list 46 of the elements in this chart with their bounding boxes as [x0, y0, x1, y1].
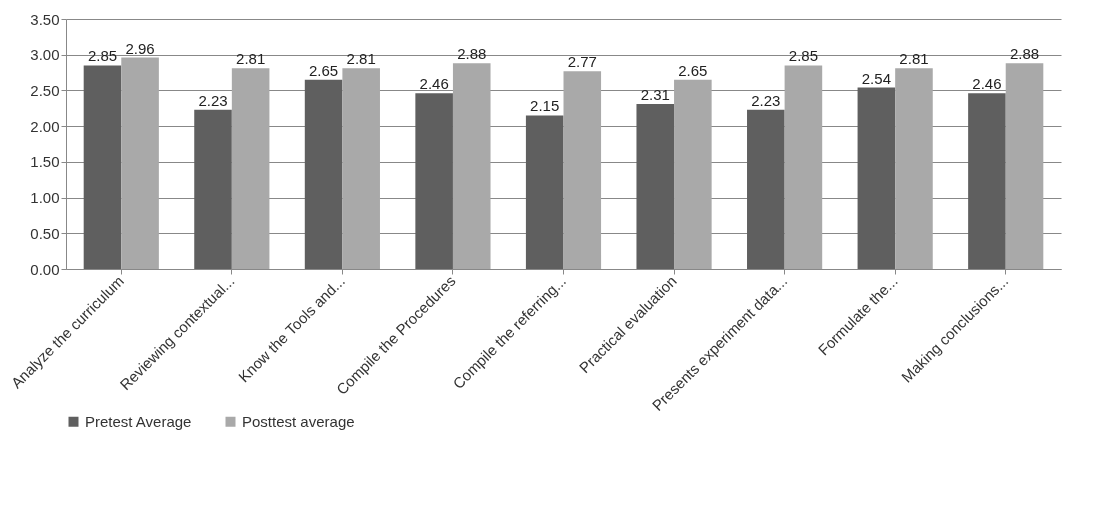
bar	[747, 109, 785, 269]
y-tick-label: 0.00	[30, 260, 60, 278]
legend-label: Pretest Average	[85, 412, 192, 430]
bar	[784, 65, 823, 269]
bar	[636, 104, 675, 269]
bar	[1005, 63, 1044, 269]
data-label: 2.46	[419, 75, 449, 93]
y-tick-label: 2.00	[30, 117, 60, 135]
y-tick-label: 1.00	[30, 189, 60, 207]
y-tick-label: 1.50	[30, 153, 60, 171]
data-label: 2.31	[640, 86, 670, 103]
data-label: 2.81	[346, 50, 376, 68]
bar	[895, 68, 933, 269]
data-label: 2.23	[751, 91, 781, 109]
bar	[121, 57, 159, 269]
data-label: 2.85	[87, 47, 118, 65]
data-label: 2.77	[567, 53, 597, 71]
data-label: 2.54	[861, 69, 891, 87]
data-label: 2.65	[308, 61, 339, 79]
bar	[563, 71, 602, 269]
bar	[83, 65, 122, 269]
bar	[452, 63, 491, 269]
data-label: 2.85	[788, 47, 819, 65]
bar	[415, 93, 453, 269]
bar	[342, 68, 380, 269]
bar	[674, 79, 712, 269]
data-label: 2.96	[125, 39, 155, 57]
bar	[231, 68, 270, 269]
bar	[968, 93, 1006, 269]
data-label: 2.46	[972, 75, 1002, 93]
data-label: 2.88	[457, 45, 487, 63]
legend-label: Posttest average	[242, 412, 355, 430]
bar	[525, 115, 564, 269]
data-label: 2.88	[1009, 45, 1040, 63]
bar	[857, 87, 896, 269]
y-tick-label: 0.50	[30, 224, 60, 242]
y-tick-label: 3.00	[30, 46, 60, 64]
data-label: 2.81	[899, 50, 929, 68]
bar	[194, 109, 232, 269]
y-tick-label: 2.50	[30, 81, 60, 99]
bar	[304, 79, 343, 269]
y-tick-label: 3.50	[30, 10, 60, 28]
data-label: 2.65	[678, 61, 708, 79]
data-label: 2.81	[236, 50, 266, 68]
data-label: 2.23	[198, 91, 228, 109]
data-label: 2.15	[530, 97, 560, 115]
